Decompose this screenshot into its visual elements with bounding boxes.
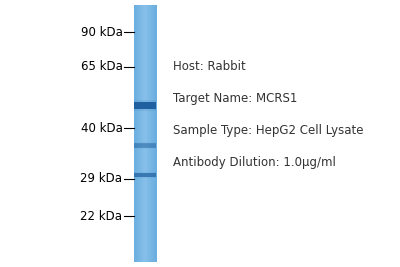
Bar <box>142 5 143 262</box>
Bar <box>146 5 147 262</box>
Bar <box>141 5 142 262</box>
Bar <box>151 5 152 262</box>
Bar <box>134 102 156 109</box>
Bar <box>138 5 139 262</box>
Bar <box>134 5 135 262</box>
Bar <box>134 5 135 262</box>
Bar <box>137 5 138 262</box>
Text: 65 kDa: 65 kDa <box>81 60 122 73</box>
Bar <box>134 142 156 149</box>
Bar <box>145 5 146 262</box>
Bar <box>134 103 156 108</box>
Bar <box>134 143 156 148</box>
Bar <box>144 5 146 262</box>
Bar <box>152 5 153 262</box>
Bar <box>134 173 156 177</box>
Bar <box>134 100 156 111</box>
Bar <box>140 5 142 262</box>
Bar <box>146 5 147 262</box>
Bar <box>147 5 148 262</box>
Bar <box>148 5 149 262</box>
Bar <box>150 5 151 262</box>
Bar <box>134 173 156 176</box>
Bar <box>156 5 157 262</box>
Text: 90 kDa: 90 kDa <box>81 26 122 38</box>
Bar <box>136 5 137 262</box>
Text: Antibody Dilution: 1.0µg/ml: Antibody Dilution: 1.0µg/ml <box>173 156 336 169</box>
Bar <box>152 5 153 262</box>
Text: 29 kDa: 29 kDa <box>80 172 122 185</box>
Bar <box>143 5 144 262</box>
Bar <box>151 5 152 262</box>
Text: 40 kDa: 40 kDa <box>81 122 122 135</box>
Bar <box>147 5 148 262</box>
Bar <box>153 5 154 262</box>
Text: 22 kDa: 22 kDa <box>80 210 122 223</box>
Bar <box>140 5 141 262</box>
Bar <box>149 5 150 262</box>
Bar <box>137 5 138 262</box>
Bar <box>155 5 156 262</box>
Text: Target Name: MCRS1: Target Name: MCRS1 <box>173 92 298 105</box>
Bar <box>138 5 139 262</box>
Bar <box>144 5 145 262</box>
Bar <box>134 144 156 147</box>
Bar <box>134 172 156 178</box>
Bar <box>135 5 136 262</box>
Bar <box>139 5 140 262</box>
Text: Host: Rabbit: Host: Rabbit <box>173 60 246 73</box>
Bar <box>148 5 150 262</box>
Text: Sample Type: HepG2 Cell Lysate: Sample Type: HepG2 Cell Lysate <box>173 124 364 137</box>
Bar <box>142 5 143 262</box>
Bar <box>155 5 156 262</box>
Bar <box>154 5 155 262</box>
